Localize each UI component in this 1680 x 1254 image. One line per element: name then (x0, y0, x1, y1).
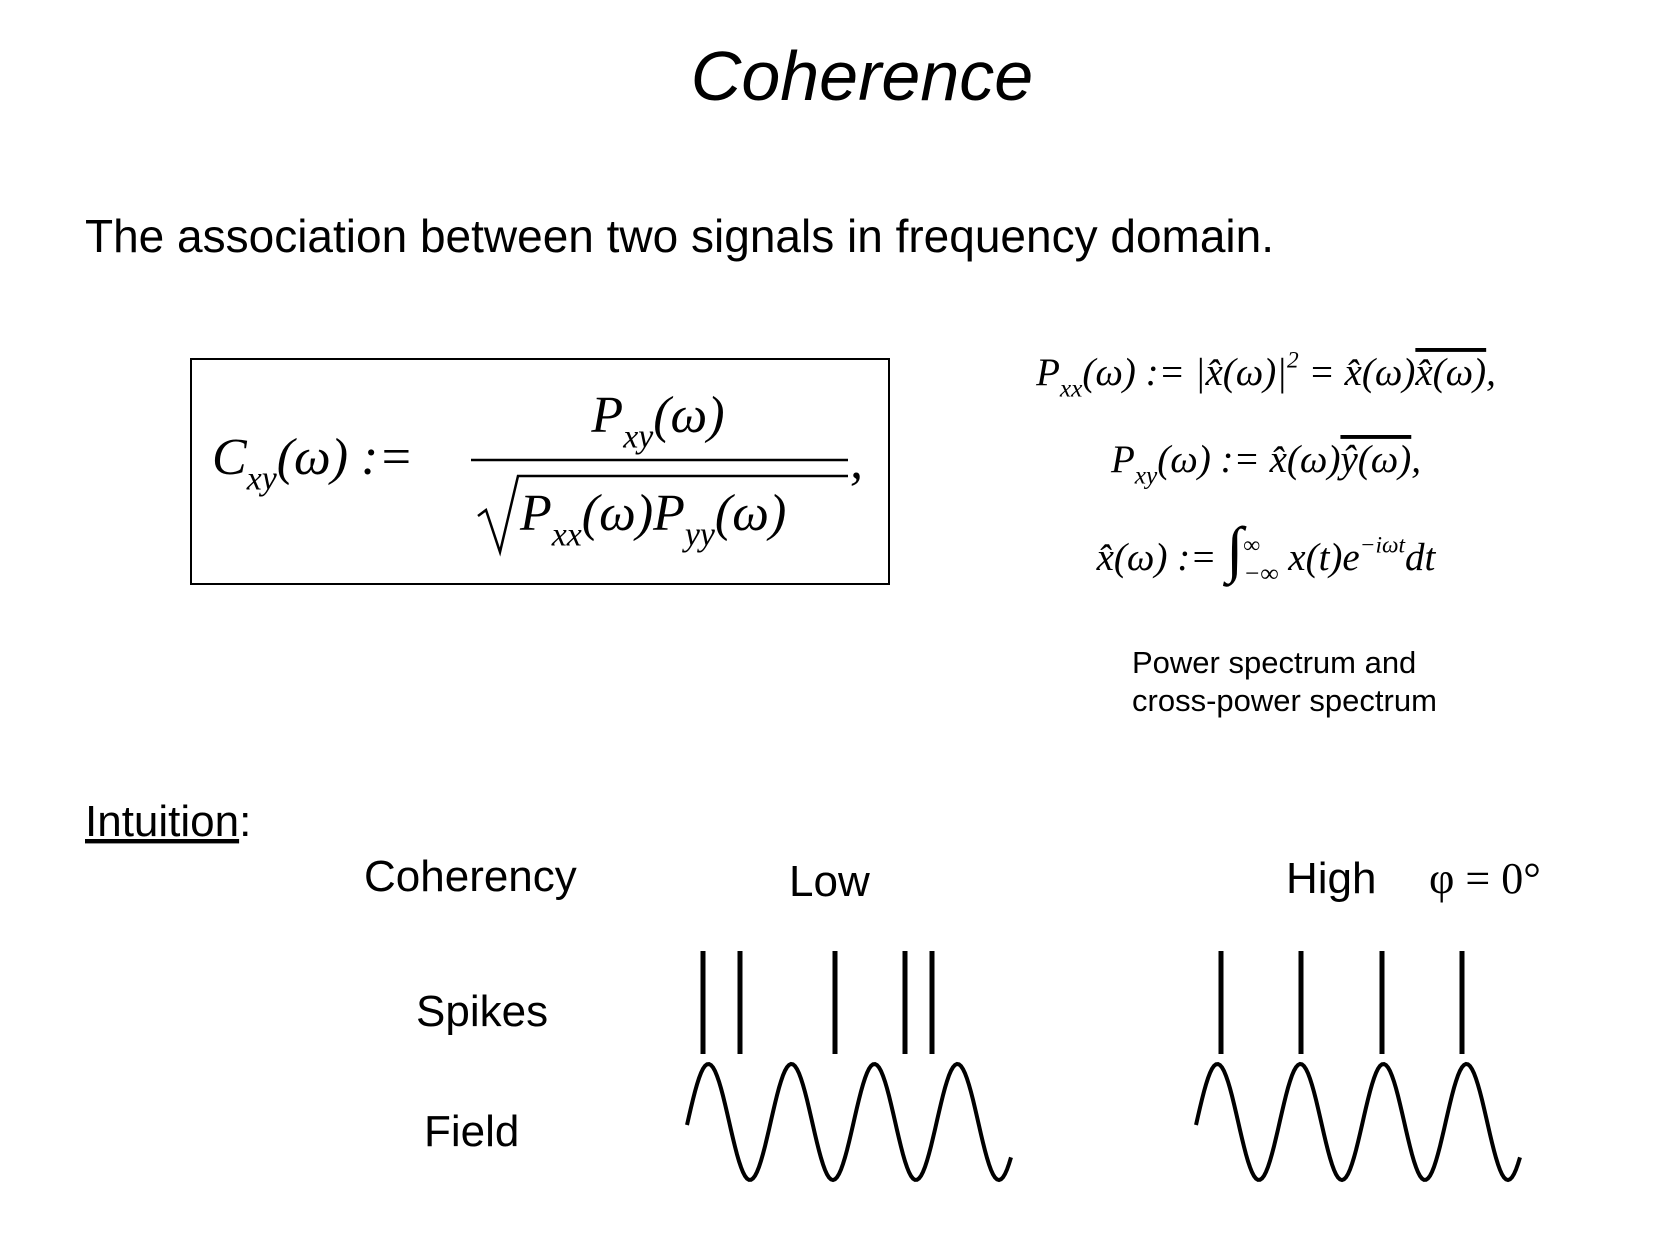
formula-denominator: Pxx(ω)Pyy(ω) (519, 485, 786, 554)
formula-lhs: Cxy(ω) := (212, 429, 413, 498)
math-sub: xy (622, 419, 654, 456)
math-text: x̂(ω) := (1096, 536, 1227, 579)
math-text: dt (1405, 536, 1437, 579)
intuition-colon: : (239, 797, 251, 846)
math-overline: ŷ(ω) (1336, 438, 1411, 481)
math-sup: 2 (1287, 347, 1299, 373)
math-text: (ω) := x̂(ω) (1157, 438, 1340, 481)
sqrt-sign (477, 474, 848, 557)
caption-line: Power spectrum and (1132, 645, 1416, 680)
intuition-word: Intuition (85, 797, 239, 846)
intuition-label: Intuition: (85, 797, 251, 846)
math-text: , (1486, 351, 1496, 394)
caption-line: cross-power spectrum (1132, 683, 1437, 718)
math-text: C (212, 429, 248, 486)
side-formula: Pxx(ω) := |x̂(ω)|2 = x̂(ω)x̂(ω), (1035, 347, 1496, 402)
row-label: Spikes (416, 987, 548, 1036)
formula-numerator: Pxy(ω) (590, 387, 724, 456)
column-label: Low (789, 857, 870, 906)
row-label: Field (424, 1107, 519, 1156)
math-sup: −iωt (1360, 532, 1406, 558)
field-waves (685, 1061, 1522, 1183)
math-text: P (590, 387, 623, 444)
phase-label: φ = 0° (1429, 854, 1541, 903)
field-wave (1194, 1061, 1522, 1183)
math-sup: ∞ (1243, 532, 1260, 558)
math-overline: x̂(ω) (1414, 351, 1486, 394)
side-formula: Pxy(ω) := x̂(ω)ŷ(ω), (1110, 438, 1421, 490)
math-text: = x̂(ω) (1299, 351, 1416, 394)
row-label: Coherency (364, 852, 577, 901)
math-sub: −∞ (1243, 560, 1278, 588)
math-text: , (1411, 438, 1421, 481)
math-sub: yy (682, 517, 716, 554)
spike-trains (700, 951, 1465, 1054)
formula-comma: , (850, 433, 863, 490)
title: Coherence (691, 37, 1033, 115)
side-formula: x̂(ω) := ∫∞ −∞ x(t)e−iωtdt (1096, 515, 1437, 588)
formula-box (190, 358, 890, 585)
math-sub: xx (551, 517, 582, 554)
field-wave (685, 1061, 1013, 1183)
math-text: (ω) (715, 485, 786, 542)
math-text: (ω)P (582, 485, 685, 542)
math-text: (ω) (653, 387, 724, 444)
math-text: x(t)e (1279, 536, 1360, 579)
math-integral: ∫ (1222, 515, 1247, 587)
math-text: P (519, 485, 552, 542)
subtitle: The association between two signals in f… (85, 210, 1274, 262)
math-sub: xx (1059, 375, 1083, 403)
math-text: (ω) := (277, 429, 414, 486)
math-sub: xy (246, 461, 278, 498)
math-text: P (1110, 438, 1135, 481)
math-text: (ω) := |x̂(ω)| (1082, 351, 1287, 394)
math-text: P (1035, 351, 1060, 394)
math-sub: xy (1134, 462, 1158, 490)
column-label: High (1286, 854, 1377, 903)
